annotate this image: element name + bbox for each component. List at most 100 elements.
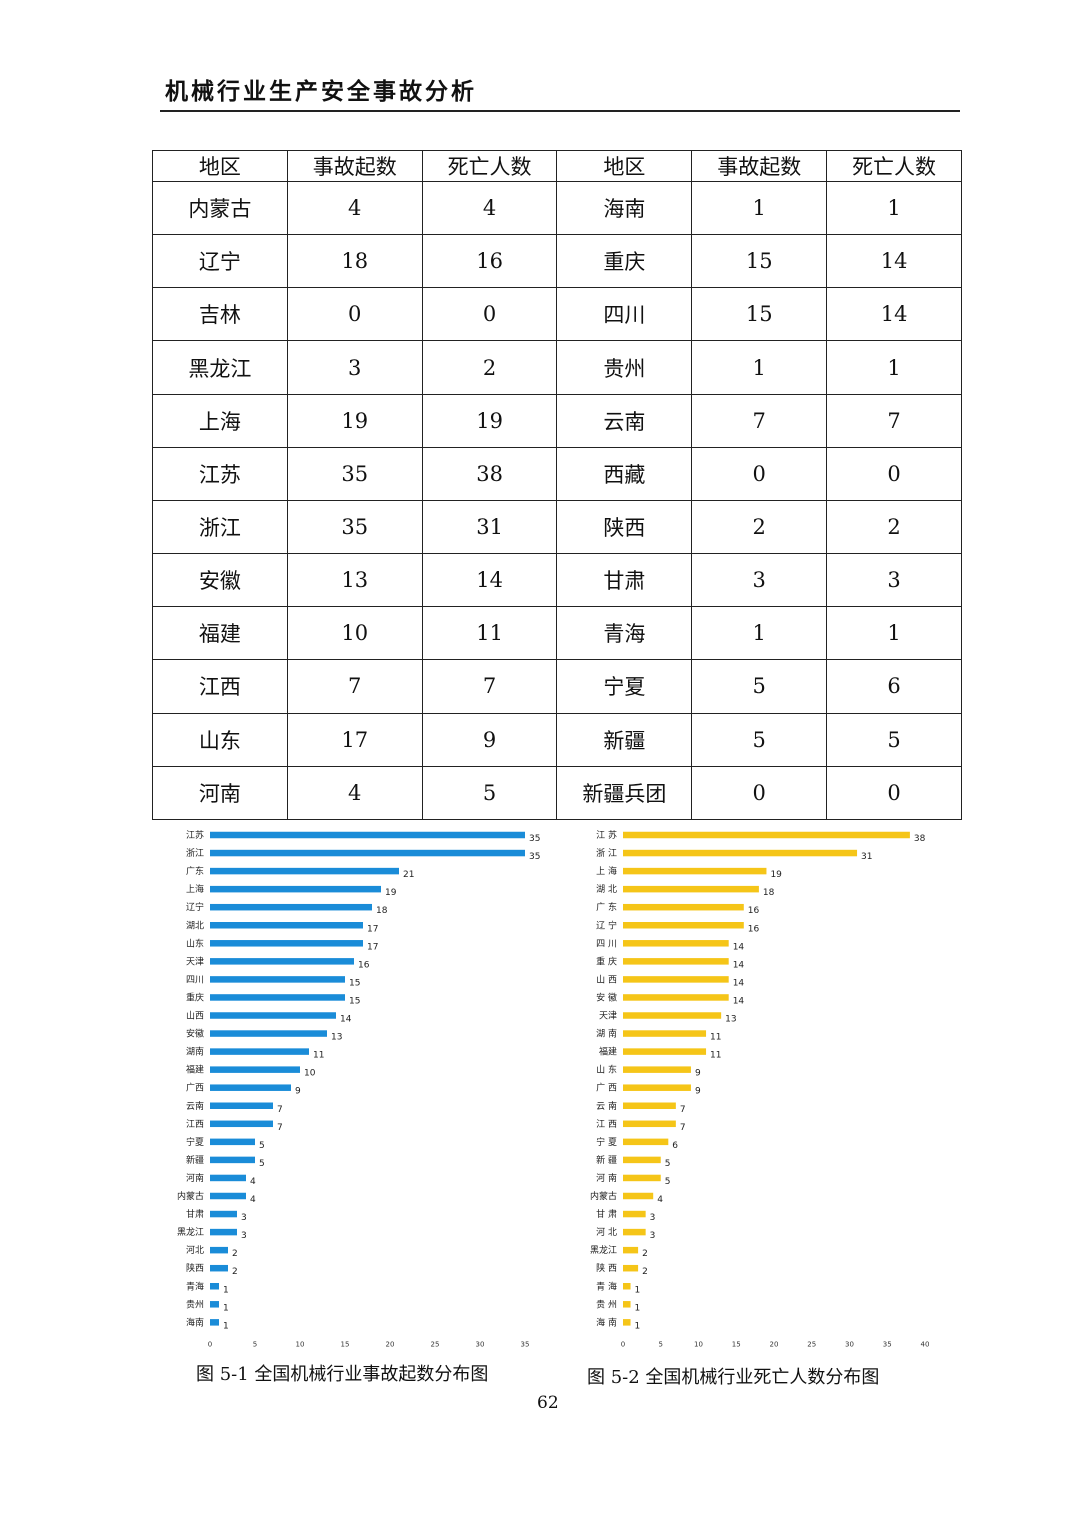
- bar: [210, 1066, 300, 1073]
- category-label: 四川: [186, 975, 204, 985]
- death-count-cell: 1: [826, 606, 962, 661]
- region-cell: 黑龙江: [152, 340, 288, 395]
- data-label: 13: [331, 1033, 342, 1043]
- accident-count-cell: 17: [286, 712, 423, 767]
- data-label: 5: [665, 1159, 671, 1169]
- data-label: 13: [725, 1015, 736, 1025]
- category-label: 山西: [186, 1011, 204, 1022]
- bar: [623, 1246, 639, 1254]
- data-label: 10: [304, 1069, 316, 1079]
- table-row: 山东 17 9 新疆 5 5: [152, 712, 962, 767]
- bar: [210, 1048, 309, 1055]
- category-label: 陕 西: [596, 1262, 617, 1274]
- category-label: 浙 江: [596, 847, 617, 859]
- category-label: 湖南: [186, 1046, 204, 1058]
- bar: [210, 831, 525, 839]
- accident-count-cell: 15: [691, 234, 828, 289]
- bar: [623, 1066, 691, 1073]
- region-cell: 福建: [152, 606, 288, 661]
- category-label: 湖 南: [596, 1028, 617, 1040]
- x-tick-label: 35: [883, 1340, 892, 1348]
- bar: [623, 1301, 631, 1308]
- data-label: 19: [385, 888, 397, 898]
- bar: [623, 867, 767, 875]
- bar: [623, 1120, 676, 1128]
- bar: [210, 958, 354, 965]
- data-label: 9: [695, 1069, 701, 1079]
- bar: [623, 1138, 669, 1146]
- death-count-cell: 3: [826, 553, 962, 608]
- category-label: 重庆: [186, 991, 204, 1003]
- bar: [623, 1319, 631, 1326]
- data-label: 14: [733, 942, 745, 952]
- data-label: 17: [367, 942, 378, 952]
- accident-count-cell: 18: [286, 234, 423, 289]
- category-label: 青海: [186, 1280, 204, 1292]
- category-label: 山 东: [596, 1064, 617, 1076]
- category-label: 黑龙江: [177, 1226, 204, 1238]
- accident-count-cell: 35: [286, 446, 423, 501]
- accident-count-cell: 15: [691, 287, 828, 342]
- x-tick-label: 30: [845, 1340, 854, 1348]
- death-count-cell: 9: [421, 712, 558, 767]
- death-count-cell: 6: [826, 659, 962, 714]
- category-label: 四 川: [596, 939, 617, 949]
- accident-count-cell: 3: [286, 340, 423, 395]
- region-cell: 甘肃: [556, 553, 693, 608]
- category-label: 山 西: [596, 974, 617, 985]
- death-count-cell: 2: [421, 340, 558, 395]
- category-label: 黑龙江: [590, 1244, 617, 1256]
- bar: [623, 1264, 639, 1272]
- data-label: 16: [748, 906, 760, 916]
- category-label: 新疆: [186, 1154, 204, 1166]
- accident-count-cell: 0: [691, 765, 828, 821]
- x-tick-label: 20: [770, 1340, 779, 1348]
- accident-count-cell: 3: [691, 553, 828, 608]
- bar: [623, 940, 729, 947]
- table-row: 江西 7 7 宁夏 5 6: [152, 659, 962, 714]
- region-cell: 重庆: [556, 234, 693, 289]
- category-label: 河 北: [596, 1226, 617, 1238]
- data-label: 38: [914, 834, 926, 844]
- bar: [623, 849, 858, 857]
- category-label: 辽宁: [186, 901, 204, 913]
- data-label: 15: [349, 996, 360, 1006]
- page-number: 62: [537, 1393, 559, 1413]
- death-count-cell: 7: [826, 393, 962, 448]
- data-label: 3: [650, 1231, 656, 1241]
- bar: [210, 1228, 237, 1236]
- x-tick-label: 5: [659, 1340, 663, 1348]
- accident-count-cell: 13: [286, 553, 423, 608]
- data-label: 5: [259, 1159, 265, 1169]
- death-count-cell: 14: [421, 553, 558, 608]
- table-row: 上海 19 19 云南 7 7: [152, 393, 962, 448]
- figure-caption-5-2: 图 5-2 全国机械行业死亡人数分布图: [587, 1367, 880, 1388]
- category-label: 广 西: [596, 1082, 617, 1094]
- x-tick-label: 5: [253, 1340, 257, 1348]
- column-header: 事故起数: [286, 150, 423, 182]
- x-tick-label: 0: [621, 1340, 625, 1348]
- x-tick-label: 10: [694, 1340, 703, 1348]
- category-label: 内蒙古: [177, 1190, 204, 1202]
- bar: [210, 994, 345, 1001]
- bar: [623, 922, 744, 929]
- category-label: 江 苏: [596, 829, 617, 841]
- data-label: 5: [665, 1177, 671, 1187]
- category-label: 甘 肃: [596, 1208, 617, 1220]
- category-label: 新 疆: [596, 1154, 617, 1166]
- data-label: 17: [367, 924, 378, 934]
- death-count-cell: 2: [826, 499, 962, 555]
- category-label: 内蒙古: [590, 1190, 617, 1202]
- data-label: 4: [250, 1177, 256, 1187]
- category-label: 江西: [186, 1119, 204, 1130]
- accident-count-cell: 19: [286, 393, 423, 448]
- category-label: 河南: [186, 1172, 204, 1184]
- death-count-cell: 7: [421, 659, 558, 714]
- category-label: 贵州: [186, 1298, 204, 1310]
- data-label: 1: [223, 1321, 229, 1331]
- data-label: 2: [232, 1249, 238, 1259]
- bar: [210, 867, 399, 875]
- bar: [210, 885, 381, 893]
- accident-count-cell: 4: [286, 180, 423, 236]
- bar: [210, 1174, 246, 1182]
